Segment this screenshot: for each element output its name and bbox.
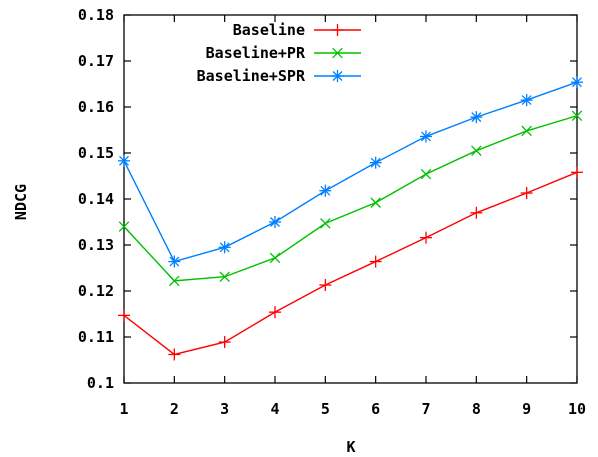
data-point-marker xyxy=(420,168,432,180)
data-point-marker xyxy=(420,130,432,143)
series-line xyxy=(123,81,578,263)
x-tick-label: 4 xyxy=(270,400,279,418)
data-point-marker xyxy=(370,197,381,208)
series-baseline-pr xyxy=(118,110,583,287)
data-point-marker xyxy=(471,145,482,156)
data-point-marker xyxy=(470,111,483,124)
data-point-marker xyxy=(319,279,332,292)
data-point-marker xyxy=(118,154,130,167)
data-point-marker xyxy=(168,348,181,361)
data-point-marker xyxy=(571,76,583,89)
data-point-marker xyxy=(118,221,130,232)
x-tick-label: 9 xyxy=(522,400,531,418)
y-tick-label: 0.14 xyxy=(78,190,114,208)
y-tick-label: 0.15 xyxy=(78,144,114,162)
data-point-marker xyxy=(218,336,231,349)
data-point-marker xyxy=(118,309,130,322)
data-point-marker xyxy=(269,252,281,264)
legend-label: Baseline+PR xyxy=(206,44,306,62)
y-axis-title: NDCG xyxy=(12,184,30,220)
y-tick-label: 0.11 xyxy=(78,328,114,346)
series-baseline xyxy=(118,166,583,361)
y-tick-label: 0.13 xyxy=(78,236,114,254)
data-point-marker xyxy=(520,187,533,200)
legend-item: Baseline+PR xyxy=(206,44,361,62)
x-tick-label: 2 xyxy=(170,400,179,418)
y-tick-label: 0.1 xyxy=(87,374,114,392)
legend-item: Baseline+SPR xyxy=(197,67,361,85)
data-point-marker xyxy=(571,110,583,121)
data-point-marker xyxy=(520,94,533,107)
x-tick-label: 1 xyxy=(119,400,128,418)
y-axis-ticks: 0.1 0.11 0.12 0.13 0.14 0.15 0.16 0.17 0.18 xyxy=(78,6,577,392)
x-tick-label: 8 xyxy=(472,400,481,418)
legend-label: Baseline xyxy=(233,21,305,39)
x-tick-label: 6 xyxy=(371,400,380,418)
series-line xyxy=(123,115,578,282)
plot-frame xyxy=(123,14,578,384)
data-point-marker xyxy=(269,306,281,319)
x-tick-label: 7 xyxy=(421,400,430,418)
y-tick-label: 0.18 xyxy=(78,6,114,24)
legend-marker xyxy=(331,70,344,82)
data-point-marker xyxy=(320,218,331,229)
x-tick-label: 3 xyxy=(220,400,229,418)
plot-border xyxy=(123,14,578,384)
series-line xyxy=(123,171,578,356)
legend-item: Baseline xyxy=(233,21,361,39)
x-axis-title: K xyxy=(346,438,355,456)
data-point-marker xyxy=(521,125,532,137)
legend-marker xyxy=(332,47,343,59)
data-point-marker xyxy=(269,216,281,228)
y-tick-label: 0.12 xyxy=(78,282,114,300)
data-point-marker xyxy=(470,206,483,219)
data-point-marker xyxy=(369,255,382,268)
data-point-marker xyxy=(319,184,332,197)
data-point-marker xyxy=(169,275,180,287)
data-point-marker xyxy=(369,156,382,169)
data-point-marker xyxy=(218,241,231,254)
data-point-marker xyxy=(168,255,181,268)
data-point-marker xyxy=(420,231,432,244)
y-tick-label: 0.16 xyxy=(78,98,114,116)
series-layer xyxy=(118,76,583,361)
data-point-marker xyxy=(571,166,583,179)
legend: Baseline Baseline+PR Baseline+SPR xyxy=(197,21,361,85)
legend-marker xyxy=(331,24,344,36)
data-point-marker xyxy=(219,271,230,282)
x-tick-label: 10 xyxy=(568,400,586,418)
y-tick-label: 0.17 xyxy=(78,52,114,70)
x-axis-ticks: 1 2 3 4 5 6 7 8 9 10 xyxy=(119,15,586,418)
series-baseline-spr xyxy=(118,76,583,268)
legend-label: Baseline+SPR xyxy=(197,67,306,85)
x-tick-label: 5 xyxy=(321,400,330,418)
